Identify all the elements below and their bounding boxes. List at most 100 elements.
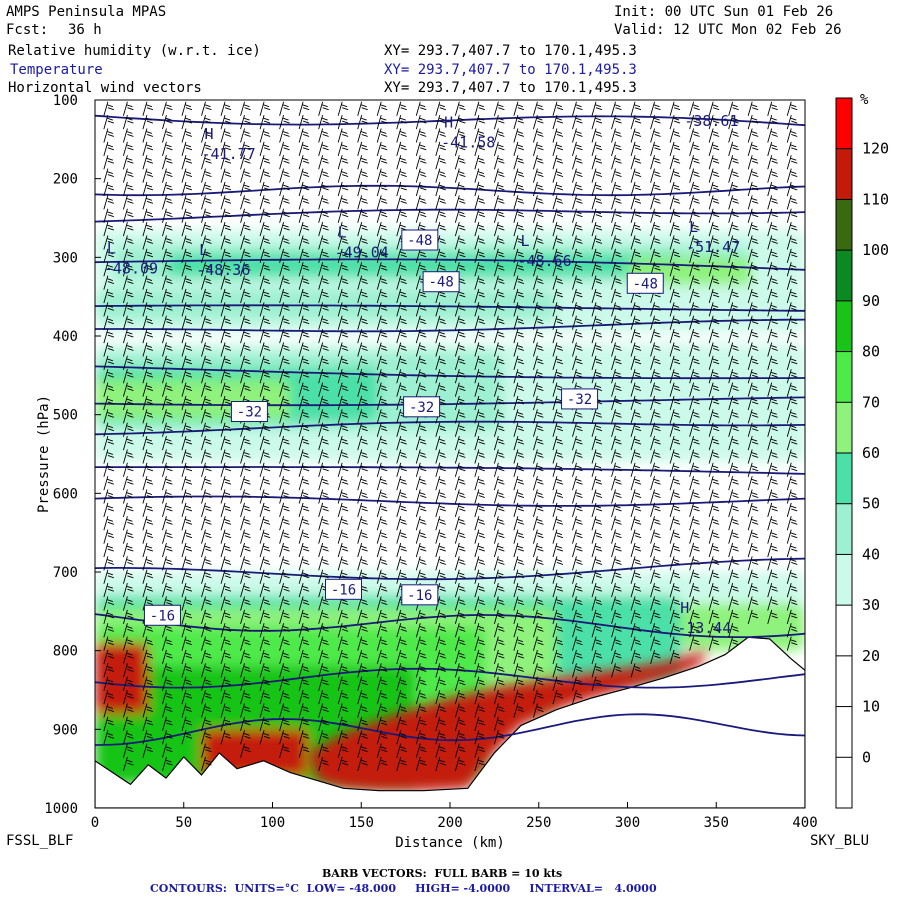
wind-barb bbox=[298, 703, 310, 718]
wind-barb bbox=[669, 262, 681, 277]
wind-barb bbox=[591, 369, 603, 384]
wind-barb bbox=[240, 583, 251, 598]
wind-barb bbox=[454, 328, 466, 344]
contour-label-text: -32 bbox=[567, 392, 592, 408]
wind-barb bbox=[708, 369, 720, 384]
wind-barb bbox=[142, 355, 154, 370]
wind-barb bbox=[591, 489, 603, 504]
wind-barb bbox=[630, 502, 642, 518]
wind-barb bbox=[435, 195, 446, 210]
wind-barb bbox=[396, 168, 407, 183]
wind-barb bbox=[708, 529, 720, 544]
wind-barb bbox=[240, 609, 251, 625]
wind-barb bbox=[630, 462, 642, 477]
wind-barb bbox=[376, 623, 388, 638]
wind-barb bbox=[786, 288, 798, 304]
wind-barb bbox=[337, 302, 349, 317]
wind-barb bbox=[767, 168, 778, 183]
wind-barb bbox=[103, 462, 115, 477]
wind-barb bbox=[181, 476, 193, 491]
wind-barb bbox=[630, 355, 642, 370]
rh-patch-red-left bbox=[95, 642, 149, 714]
wind-barb bbox=[435, 315, 446, 330]
wind-barb bbox=[240, 128, 251, 143]
wind-barb bbox=[591, 529, 603, 544]
wind-barb bbox=[415, 288, 427, 304]
wind-barb bbox=[454, 756, 466, 772]
wind-barb bbox=[454, 649, 466, 665]
wind-barb bbox=[181, 342, 193, 357]
wind-barb bbox=[767, 275, 778, 290]
wind-barb bbox=[103, 730, 115, 745]
wind-barb bbox=[474, 248, 485, 263]
wind-barb bbox=[259, 369, 271, 384]
wind-barb bbox=[747, 462, 759, 477]
wind-barb bbox=[532, 636, 544, 651]
contour-label-box bbox=[626, 272, 664, 294]
wind-barb bbox=[298, 208, 310, 223]
wind-barb bbox=[689, 409, 700, 424]
wind-barb bbox=[767, 181, 778, 197]
wind-barb bbox=[786, 342, 798, 357]
wind-barb bbox=[513, 609, 525, 625]
wind-barb bbox=[474, 476, 485, 491]
wind-barb bbox=[201, 382, 212, 397]
wind-barb bbox=[415, 636, 427, 651]
left-station-label: FSSL_BLF bbox=[6, 833, 74, 849]
wind-barb bbox=[493, 409, 505, 424]
wind-barb bbox=[279, 516, 290, 531]
wind-barb bbox=[337, 208, 349, 223]
wind-barb bbox=[650, 569, 661, 584]
wind-barb bbox=[767, 208, 778, 223]
wind-barb bbox=[591, 623, 603, 638]
wind-barb bbox=[786, 275, 798, 290]
wind-barb bbox=[298, 409, 310, 424]
wind-barb bbox=[201, 676, 212, 691]
wind-barb bbox=[318, 195, 329, 210]
wind-barb bbox=[650, 369, 661, 384]
wind-barb bbox=[122, 542, 134, 558]
wind-barb bbox=[454, 235, 466, 250]
wind-barb bbox=[493, 128, 505, 143]
wind-barb bbox=[689, 636, 700, 651]
wind-barb bbox=[767, 476, 778, 491]
wind-barb bbox=[162, 676, 173, 691]
wind-barb bbox=[474, 649, 485, 665]
contour-line bbox=[95, 114, 805, 127]
wind-barb bbox=[259, 489, 271, 504]
wind-barb bbox=[474, 583, 485, 598]
wind-barb bbox=[532, 221, 544, 237]
wind-barb bbox=[747, 609, 759, 625]
wind-barb bbox=[689, 328, 700, 344]
contour-label-text: -16 bbox=[150, 608, 175, 624]
wind-barb bbox=[728, 395, 739, 411]
wind-barb bbox=[572, 141, 583, 156]
wind-barb bbox=[650, 636, 661, 651]
wind-barb bbox=[611, 395, 622, 411]
colorbar-swatch bbox=[836, 757, 852, 808]
wind-barb bbox=[220, 609, 232, 625]
wind-barb bbox=[786, 155, 798, 170]
wind-barb bbox=[532, 462, 544, 477]
wind-barb bbox=[357, 168, 368, 183]
wind-barb bbox=[689, 141, 700, 156]
wind-barb bbox=[493, 101, 505, 116]
wind-barb bbox=[220, 168, 232, 183]
wind-barb bbox=[493, 302, 505, 317]
wind-barb bbox=[240, 703, 251, 718]
wind-barb bbox=[435, 542, 446, 558]
wind-barb bbox=[376, 369, 388, 384]
wind-barb bbox=[220, 208, 232, 223]
colorbar-swatch bbox=[836, 554, 852, 606]
wind-barb bbox=[259, 235, 271, 250]
wind-barb bbox=[298, 395, 310, 411]
wind-barb bbox=[318, 435, 329, 451]
wind-barb bbox=[552, 502, 564, 518]
wind-barb bbox=[337, 382, 349, 397]
wind-barb bbox=[669, 221, 681, 237]
wind-barb bbox=[669, 569, 681, 584]
contour-line bbox=[95, 613, 805, 638]
wind-barb bbox=[201, 730, 212, 745]
wind-barb bbox=[786, 302, 798, 317]
wind-barb bbox=[552, 649, 564, 665]
